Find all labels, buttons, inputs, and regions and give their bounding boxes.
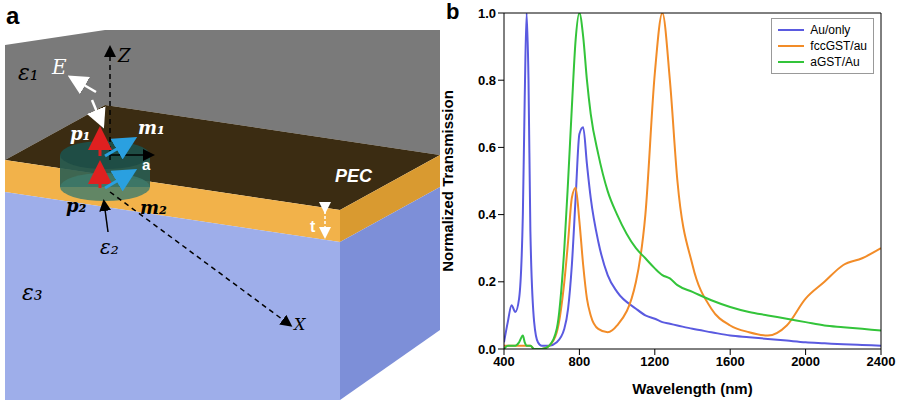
svg-text:m₂: m₂ bbox=[140, 197, 167, 218]
svg-text:Z: Z bbox=[117, 45, 131, 66]
svg-text:X: X bbox=[292, 315, 306, 334]
svg-text:2000: 2000 bbox=[791, 354, 820, 369]
svg-text:p₂: p₂ bbox=[66, 195, 87, 216]
svg-text:t: t bbox=[310, 218, 316, 235]
svg-text:0.0: 0.0 bbox=[478, 342, 496, 357]
svg-text:0.4: 0.4 bbox=[478, 207, 497, 222]
svg-text:a: a bbox=[142, 156, 151, 173]
svg-text:1600: 1600 bbox=[716, 354, 745, 369]
svg-text:800: 800 bbox=[569, 354, 591, 369]
svg-text:0.2: 0.2 bbox=[478, 274, 496, 289]
html-text:b: b bbox=[446, 0, 460, 24]
html-text:fccGST/au: fccGST/au bbox=[810, 39, 867, 53]
svg-text:m₁: m₁ bbox=[138, 117, 165, 138]
svg-text:p₁: p₁ bbox=[70, 123, 90, 144]
svg-text:1200: 1200 bbox=[640, 354, 669, 369]
svg-text:E: E bbox=[51, 55, 67, 79]
svg-text:PEC: PEC bbox=[335, 166, 373, 186]
svg-text:2400: 2400 bbox=[867, 354, 896, 369]
svg-text:0.6: 0.6 bbox=[478, 140, 496, 155]
svg-text:a: a bbox=[6, 2, 20, 29]
svg-text:ε₃: ε₃ bbox=[22, 280, 43, 305]
svg-text:Wavelength (nm): Wavelength (nm) bbox=[632, 380, 752, 397]
svg-text:ε₂: ε₂ bbox=[100, 235, 119, 259]
svg-text:Normalized Transmission: Normalized Transmission bbox=[440, 90, 456, 272]
svg-text:1.0: 1.0 bbox=[478, 6, 496, 21]
svg-text:0.8: 0.8 bbox=[478, 73, 496, 88]
html-text:aGST/Au: aGST/Au bbox=[810, 55, 860, 69]
svg-text:ε₁: ε₁ bbox=[18, 60, 39, 85]
svg-text:400: 400 bbox=[493, 354, 515, 369]
html-text:Au/only: Au/only bbox=[810, 23, 851, 37]
